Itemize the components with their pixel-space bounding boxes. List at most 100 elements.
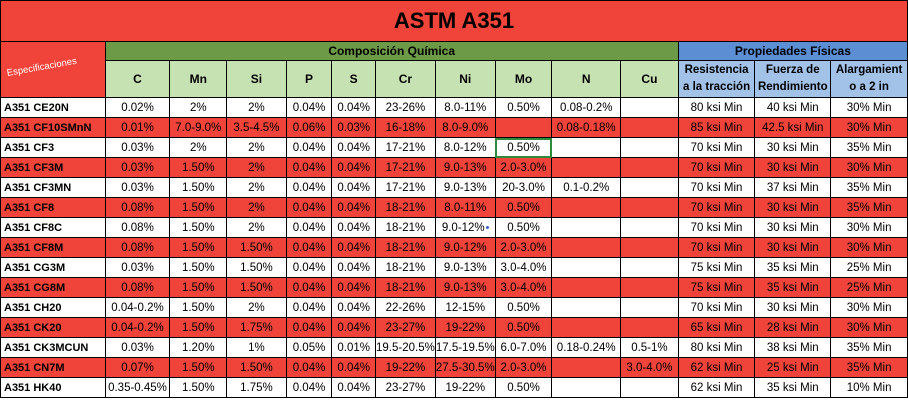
cell-n[interactable] (551, 357, 622, 378)
element-header-p[interactable]: P (285, 60, 333, 98)
cell-s[interactable]: 0.04% (331, 377, 377, 398)
element-header-mn[interactable]: Mn (169, 60, 228, 98)
cell-s[interactable]: 0.03% (331, 117, 377, 138)
cell-cr[interactable]: 17-21% (375, 137, 436, 158)
cell-name[interactable]: A351 CN7M (0, 357, 106, 378)
cell-si[interactable]: 2% (226, 297, 287, 318)
cell-c[interactable]: 0.04-0.2% (104, 297, 171, 318)
cell-n[interactable] (551, 317, 622, 338)
cell-cr[interactable]: 18-21% (375, 237, 436, 258)
cell-c[interactable]: 0.08% (104, 217, 171, 238)
cell-elong[interactable]: 35% Min (830, 357, 908, 378)
composition-header[interactable]: Composición Química (104, 41, 679, 61)
cell-p[interactable]: 0.04% (285, 277, 333, 298)
cell-ni[interactable]: 8.0-11% (434, 97, 496, 118)
cell-yield[interactable]: 40 ksi Min (754, 97, 832, 118)
cell-ni[interactable]: 8.0-12% (434, 137, 496, 158)
cell-ni[interactable]: 8.0-11% (434, 197, 496, 218)
cell-mo[interactable]: 20-3.0% (494, 177, 553, 198)
cell-ni[interactable]: 19-22% (434, 317, 496, 338)
cell-n[interactable] (551, 217, 622, 238)
cell-cr[interactable]: 23-27% (375, 377, 436, 398)
cell-tensile[interactable]: 70 ksi Min (677, 197, 756, 218)
cell-elong[interactable]: 25% Min (830, 257, 908, 278)
cell-n[interactable] (551, 137, 622, 158)
cell-s[interactable]: 0.04% (331, 217, 377, 238)
cell-p[interactable]: 0.05% (285, 337, 333, 358)
cell-cu[interactable]: 3.0-4.0% (620, 357, 679, 378)
cell-mn[interactable]: 1.50% (169, 177, 228, 198)
cell-name[interactable]: A351 CF3 (0, 137, 106, 158)
cell-si[interactable]: 2% (226, 157, 287, 178)
cell-c[interactable]: 0.03% (104, 177, 171, 198)
cell-n[interactable] (551, 197, 622, 218)
cell-yield[interactable]: 35 ksi Min (754, 257, 832, 278)
cell-tensile[interactable]: 70 ksi Min (677, 237, 756, 258)
cell-yield[interactable]: 30 ksi Min (754, 217, 832, 238)
cell-name[interactable]: A351 CF3M (0, 157, 106, 178)
cell-mo[interactable]: 2.0-3.0% (494, 237, 553, 258)
cell-mo[interactable]: 0.50% (494, 97, 553, 118)
cell-c[interactable]: 0.08% (104, 197, 171, 218)
cell-c[interactable]: 0.08% (104, 277, 171, 298)
cell-yield[interactable]: 30 ksi Min (754, 237, 832, 258)
cell-si[interactable]: 2% (226, 97, 287, 118)
specifications-header[interactable]: Especificaciones (0, 41, 106, 98)
cell-cr[interactable]: 18-21% (375, 257, 436, 278)
cell-p[interactable]: 0.04% (285, 377, 333, 398)
cell-cr[interactable]: 18-21% (375, 277, 436, 298)
cell-si[interactable]: 2% (226, 197, 287, 218)
cell-p[interactable]: 0.04% (285, 177, 333, 198)
cell-c[interactable]: 0.35-0.45% (104, 377, 171, 398)
cell-cr[interactable]: 22-26% (375, 297, 436, 318)
cell-tensile[interactable]: 75 ksi Min (677, 277, 756, 298)
cell-name[interactable]: A351 CF3MN (0, 177, 106, 198)
cell-mo[interactable]: 3.0-4.0% (494, 277, 553, 298)
cell-si[interactable]: 1.50% (226, 237, 287, 258)
element-header-mo[interactable]: Mo (494, 60, 553, 98)
cell-elong[interactable]: 30% Min (830, 297, 908, 318)
cell-p[interactable]: 0.04% (285, 257, 333, 278)
sheet-title[interactable]: ASTM A351 (0, 0, 908, 42)
cell-tensile[interactable]: 62 ksi Min (677, 377, 756, 398)
cell-n[interactable] (551, 257, 622, 278)
cell-n[interactable] (551, 157, 622, 178)
cell-mn[interactable]: 1.50% (169, 157, 228, 178)
cell-name[interactable]: A351 CF8 (0, 197, 106, 218)
cell-mo[interactable]: 0.50% (494, 137, 553, 158)
cell-si[interactable]: 1.50% (226, 277, 287, 298)
cell-yield[interactable]: 30 ksi Min (754, 197, 832, 218)
cell-elong[interactable]: 10% Min (830, 377, 908, 398)
cell-ni[interactable]: 9.0-13% (434, 177, 496, 198)
cell-tensile[interactable]: 75 ksi Min (677, 257, 756, 278)
cell-cu[interactable] (620, 217, 679, 238)
cell-s[interactable]: 0.04% (331, 237, 377, 258)
cell-mn[interactable]: 1.50% (169, 257, 228, 278)
element-header-ni[interactable]: Ni (434, 60, 496, 98)
cell-ni[interactable]: 9.0-13% (434, 157, 496, 178)
cell-mn[interactable]: 1.50% (169, 317, 228, 338)
cell-yield[interactable]: 35 ksi Min (754, 377, 832, 398)
cell-mo[interactable] (494, 117, 553, 138)
cell-name[interactable]: A351 CF8C (0, 217, 106, 238)
cell-n[interactable] (551, 377, 622, 398)
cell-cr[interactable]: 19.5-20.5% (375, 337, 436, 358)
cell-s[interactable]: 0.04% (331, 317, 377, 338)
cell-elong[interactable]: 35% Min (830, 137, 908, 158)
cell-si[interactable]: 3.5-4.5% (226, 117, 287, 138)
cell-mn[interactable]: 1.50% (169, 237, 228, 258)
cell-tensile[interactable]: 70 ksi Min (677, 137, 756, 158)
cell-name[interactable]: A351 CK3MCUN (0, 337, 106, 358)
cell-name[interactable]: A351 CG3M (0, 257, 106, 278)
cell-yield[interactable]: 38 ksi Min (754, 337, 832, 358)
cell-s[interactable]: 0.04% (331, 197, 377, 218)
cell-cr[interactable]: 23-26% (375, 97, 436, 118)
cell-s[interactable]: 0.04% (331, 357, 377, 378)
cell-n[interactable] (551, 237, 622, 258)
cell-mo[interactable]: 2.0-3.0% (494, 357, 553, 378)
cell-name[interactable]: A351 CG8M (0, 277, 106, 298)
cell-yield[interactable]: 30 ksi Min (754, 297, 832, 318)
cell-tensile[interactable]: 70 ksi Min (677, 157, 756, 178)
cell-cu[interactable]: 0.5-1% (620, 337, 679, 358)
cell-p[interactable]: 0.04% (285, 317, 333, 338)
